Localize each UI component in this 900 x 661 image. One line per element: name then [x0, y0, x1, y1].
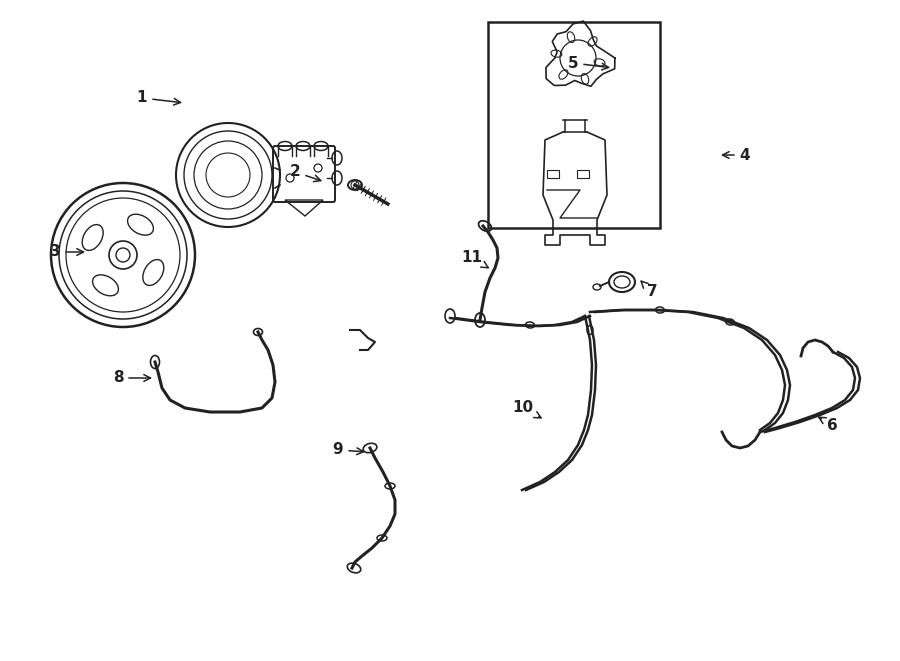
- Text: 9: 9: [333, 442, 364, 457]
- Bar: [577, 170, 589, 178]
- Text: 6: 6: [819, 417, 837, 432]
- Bar: [488, 22, 660, 228]
- Text: 7: 7: [641, 281, 657, 299]
- Text: 8: 8: [112, 371, 150, 385]
- Text: 2: 2: [290, 165, 320, 182]
- Text: 1: 1: [137, 91, 181, 106]
- Text: 3: 3: [50, 245, 84, 260]
- Bar: [547, 170, 559, 178]
- Text: 11: 11: [462, 251, 489, 268]
- Text: 10: 10: [512, 401, 541, 418]
- Text: 5: 5: [568, 56, 608, 71]
- Text: 4: 4: [723, 147, 751, 163]
